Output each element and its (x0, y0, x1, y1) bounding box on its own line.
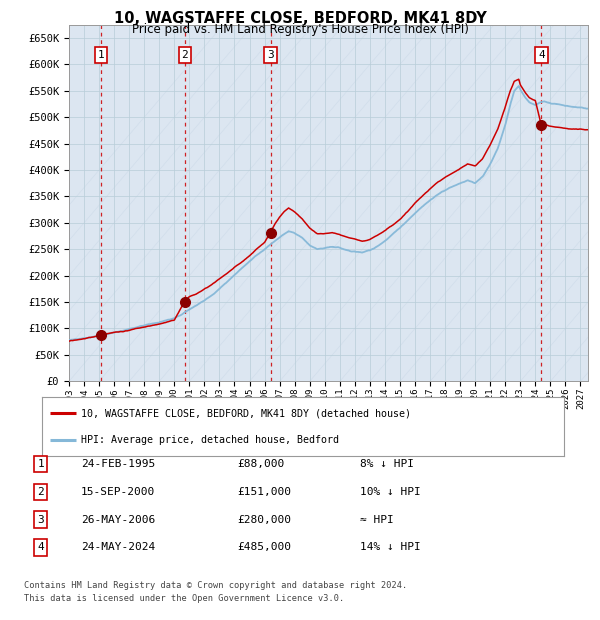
Text: 14% ↓ HPI: 14% ↓ HPI (360, 542, 421, 552)
Text: 2: 2 (37, 487, 44, 497)
Text: £485,000: £485,000 (237, 542, 291, 552)
Text: 3: 3 (267, 50, 274, 60)
Text: 26-MAY-2006: 26-MAY-2006 (81, 515, 155, 525)
Text: 3: 3 (37, 515, 44, 525)
Text: This data is licensed under the Open Government Licence v3.0.: This data is licensed under the Open Gov… (24, 593, 344, 603)
Text: 1: 1 (98, 50, 105, 60)
Text: £280,000: £280,000 (237, 515, 291, 525)
Text: 10, WAGSTAFFE CLOSE, BEDFORD, MK41 8DY (detached house): 10, WAGSTAFFE CLOSE, BEDFORD, MK41 8DY (… (81, 409, 411, 419)
Text: 24-MAY-2024: 24-MAY-2024 (81, 542, 155, 552)
Text: 4: 4 (538, 50, 545, 60)
Text: £88,000: £88,000 (237, 459, 284, 469)
Text: HPI: Average price, detached house, Bedford: HPI: Average price, detached house, Bedf… (81, 435, 339, 445)
Text: 2: 2 (182, 50, 188, 60)
Text: 1: 1 (37, 459, 44, 469)
Text: 4: 4 (37, 542, 44, 552)
Text: Price paid vs. HM Land Registry's House Price Index (HPI): Price paid vs. HM Land Registry's House … (131, 23, 469, 36)
Text: 10, WAGSTAFFE CLOSE, BEDFORD, MK41 8DY: 10, WAGSTAFFE CLOSE, BEDFORD, MK41 8DY (113, 11, 487, 26)
Text: Contains HM Land Registry data © Crown copyright and database right 2024.: Contains HM Land Registry data © Crown c… (24, 581, 407, 590)
Text: 10% ↓ HPI: 10% ↓ HPI (360, 487, 421, 497)
Text: ≈ HPI: ≈ HPI (360, 515, 394, 525)
Text: 15-SEP-2000: 15-SEP-2000 (81, 487, 155, 497)
Text: 8% ↓ HPI: 8% ↓ HPI (360, 459, 414, 469)
Text: 24-FEB-1995: 24-FEB-1995 (81, 459, 155, 469)
Text: £151,000: £151,000 (237, 487, 291, 497)
